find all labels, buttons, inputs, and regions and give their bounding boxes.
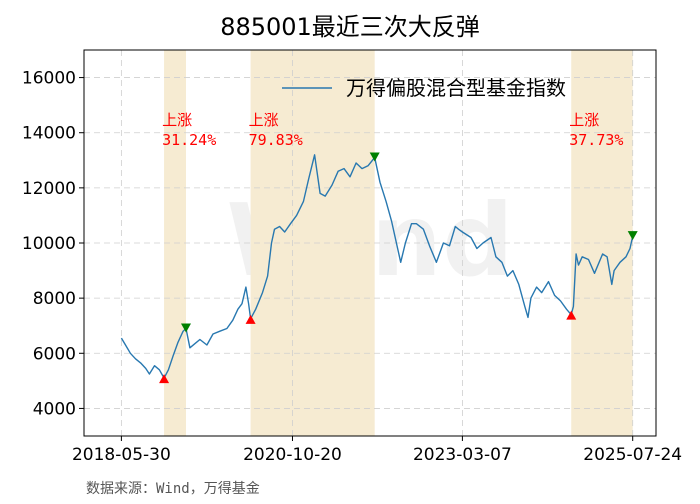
legend-label: 万得偏股混合型基金指数 xyxy=(346,76,566,100)
peak-marker-3 xyxy=(627,231,638,241)
x-tick-label: 2020-10-20 xyxy=(243,445,342,465)
chart-title: 885001最近三次大反弹 xyxy=(220,13,480,41)
peak-marker-2 xyxy=(369,152,380,162)
y-tick-label: 10000 xyxy=(22,234,76,254)
peak-marker-1 xyxy=(180,323,191,333)
y-axis: 4000 6000 8000 10000 12000 14000 16000 xyxy=(22,69,84,419)
x-tick-label: 2023-03-07 xyxy=(413,445,512,465)
rebound-label-2: 上涨 xyxy=(249,111,279,129)
x-axis: 2018-05-30 2020-10-20 2023-03-07 2025-07-24 xyxy=(72,436,682,465)
rebound-label-3: 上涨 xyxy=(569,111,599,129)
legend: 万得偏股混合型基金指数 xyxy=(282,76,566,100)
series-line-1 xyxy=(120,154,634,379)
markers xyxy=(159,152,638,384)
y-tick-label: 8000 xyxy=(33,289,76,309)
y-tick-label: 16000 xyxy=(22,69,76,89)
trough-marker-3 xyxy=(566,310,577,320)
y-tick-label: 6000 xyxy=(33,344,76,364)
rebound-band-3 xyxy=(571,50,633,436)
source-note: 数据来源：Wind，万得基金 xyxy=(86,480,260,497)
trough-marker-1 xyxy=(159,374,170,384)
rebound-pct-2: 79.83% xyxy=(249,131,303,149)
annotations: 上涨 31.24% 上涨 79.83% 上涨 37.73% xyxy=(162,111,623,149)
y-tick-label: 14000 xyxy=(22,124,76,144)
y-tick-label: 12000 xyxy=(22,179,76,199)
x-tick-label: 2018-05-30 xyxy=(72,445,171,465)
rebound-pct-3: 37.73% xyxy=(569,131,623,149)
grid-lines xyxy=(84,50,656,436)
y-tick-label: 4000 xyxy=(33,399,76,419)
rebound-label-1: 上涨 xyxy=(162,111,192,129)
trough-marker-2 xyxy=(245,314,256,324)
series-line-group xyxy=(120,154,634,379)
x-tick-label: 2025-07-24 xyxy=(583,445,682,465)
rebound-pct-1: 31.24% xyxy=(162,131,216,149)
